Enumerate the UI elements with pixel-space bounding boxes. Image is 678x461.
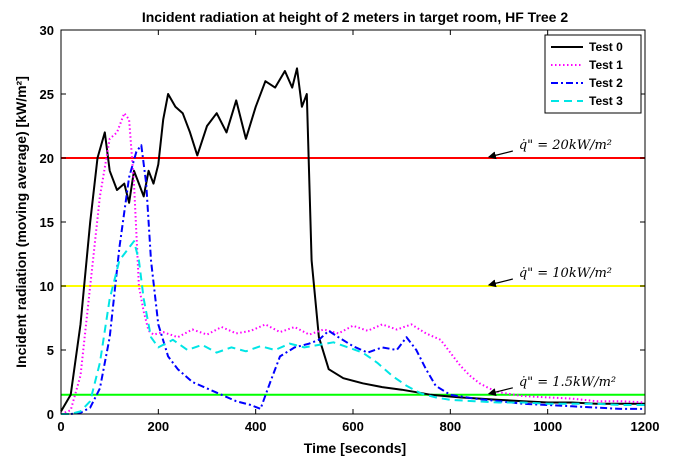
x-tick-label-3: 600 [342, 419, 364, 434]
x-tick-label-2: 400 [245, 419, 267, 434]
legend-label-3: Test 3 [589, 94, 623, 108]
x-tick-label-4: 800 [439, 419, 461, 434]
series-line-3 [61, 240, 645, 415]
chart-title: Incident radiation at height of 2 meters… [142, 9, 569, 25]
x-tick-label-1: 200 [147, 419, 169, 434]
annotation-label-2: q̇" = 1.5kW/m² [519, 375, 616, 390]
x-axis-label: Time [seconds] [304, 440, 406, 456]
annotation-arrow-0 [487, 150, 513, 160]
legend-label-1: Test 1 [589, 58, 623, 72]
y-tick-label-2: 10 [40, 279, 54, 294]
y-tick-label-0: 0 [47, 407, 54, 422]
series-line-0 [60, 67, 645, 412]
series-lines [60, 67, 646, 415]
annotation-label-1: q̇" = 10kW/m² [519, 266, 612, 281]
x-tick-label-5: 1000 [533, 419, 562, 434]
legend-label-0: Test 0 [589, 40, 623, 54]
x-tick-label-0: 0 [57, 419, 64, 434]
y-axis-label: Incident radiation (moving average) [kW/… [13, 76, 29, 368]
annotation-arrow-2 [487, 387, 513, 396]
legend: Test 0 Test 1 Test 2 Test 3 [544, 34, 642, 114]
series-line-2 [61, 144, 645, 415]
annotation-arrow-1 [487, 278, 513, 288]
y-tick-label-5: 25 [40, 87, 54, 102]
annotation-label-0: q̇" = 20kW/m² [519, 138, 612, 153]
y-tick-label-4: 20 [40, 151, 54, 166]
y-tick-label-6: 30 [40, 23, 54, 38]
y-tick-label-3: 15 [40, 215, 54, 230]
x-tick-label-6: 1200 [631, 419, 660, 434]
annotations: q̇" = 20kW/m² q̇" = 10kW/m² q̇" = 1.5kW/m² [487, 138, 616, 396]
y-tick-label-1: 5 [47, 343, 54, 358]
axis-ticks: 0 200 400 600 800 1000 1200 0 5 10 15 20 25 30 [40, 23, 660, 434]
legend-label-2: Test 2 [589, 76, 623, 90]
